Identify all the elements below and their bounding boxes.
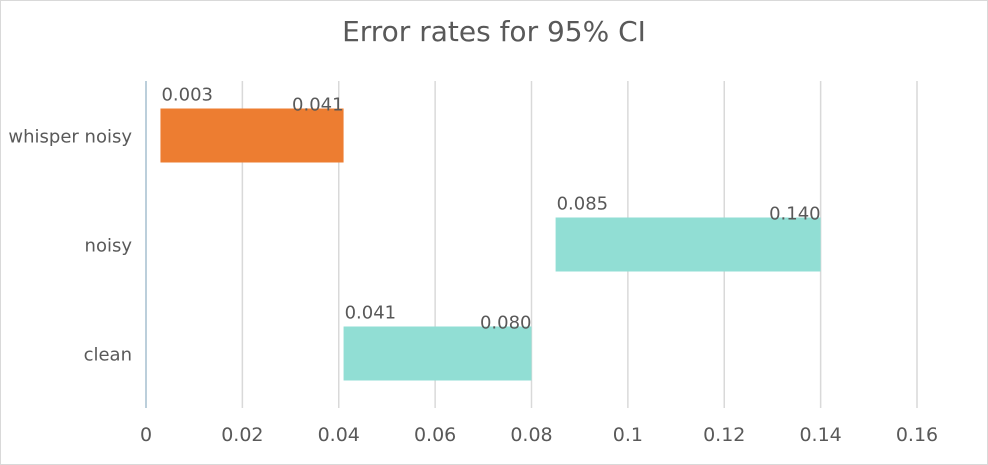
data-labels: 0.003 0.041 0.085 0.140 0.041 0.080 xyxy=(161,85,820,334)
range-bars xyxy=(160,108,821,381)
x-tick-label: 0 xyxy=(140,424,152,446)
x-tick-label: 0.08 xyxy=(510,424,552,446)
x-tick-label: 0.04 xyxy=(318,424,360,446)
high-value-label: 0.080 xyxy=(480,313,532,334)
low-value-label: 0.041 xyxy=(345,303,397,324)
category-label: whisper noisy xyxy=(8,127,132,148)
x-tick-label: 0.12 xyxy=(703,424,745,446)
high-value-label: 0.041 xyxy=(292,95,344,116)
high-value-label: 0.140 xyxy=(769,204,821,225)
chart-title: Error rates for 95% CI xyxy=(342,15,646,48)
range-bar xyxy=(343,326,532,381)
range-bar xyxy=(555,217,821,272)
low-value-label: 0.003 xyxy=(161,85,213,106)
category-labels: whisper noisy noisy clean xyxy=(8,127,132,366)
x-axis-ticks: 0 0.02 0.04 0.06 0.08 0.1 0.12 0.14 0.16 xyxy=(140,424,938,446)
range-bar xyxy=(160,108,344,163)
category-label: clean xyxy=(84,345,132,366)
x-tick-label: 0.14 xyxy=(799,424,841,446)
x-tick-label: 0.06 xyxy=(414,424,456,446)
low-value-label: 0.085 xyxy=(557,194,609,215)
category-label: noisy xyxy=(85,236,133,257)
x-tick-label: 0.02 xyxy=(221,424,263,446)
x-tick-label: 0.1 xyxy=(613,424,643,446)
x-tick-label: 0.16 xyxy=(896,424,938,446)
